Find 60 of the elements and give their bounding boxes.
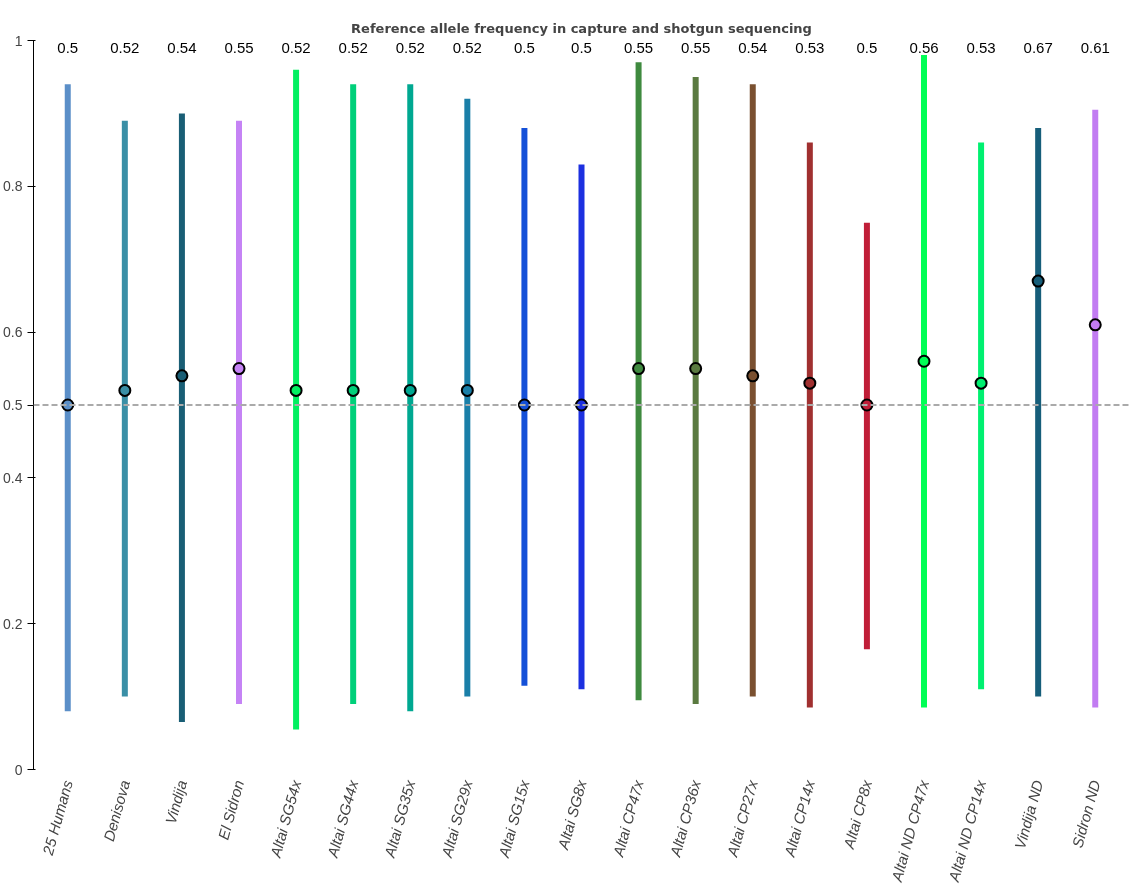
point — [346, 383, 360, 397]
x-tick-label: Altai CP47x — [609, 777, 647, 860]
point — [232, 362, 246, 376]
annotation: 0.54 — [167, 38, 197, 56]
y-tick-label: 1 — [14, 32, 23, 49]
point — [1088, 318, 1102, 332]
point — [746, 369, 760, 383]
y-tick-label: 0.2 — [3, 615, 23, 632]
x-tick-label: Altai CP27x — [723, 777, 762, 860]
x-tick-label: Altai SG44x — [323, 777, 362, 861]
x-tick-label: Altai SG54x — [266, 777, 305, 861]
x-tick-label: Vindija — [161, 778, 191, 826]
x-tick-label: 25 Humans — [38, 777, 77, 858]
point — [689, 362, 703, 376]
annotation: 0.55 — [224, 38, 254, 56]
x-tick-label: Altai SG8x — [554, 777, 590, 853]
point — [118, 383, 132, 397]
point — [175, 369, 189, 383]
point — [974, 376, 988, 390]
annotation: 0.56 — [909, 38, 939, 56]
point — [917, 354, 931, 368]
x-tick-label: Sidron ND — [1068, 778, 1104, 850]
annotation: 0.55 — [623, 38, 654, 56]
y-tick-label: 0.6 — [3, 324, 23, 341]
annotation: 0.5 — [571, 38, 592, 56]
annotation: 0.61 — [1080, 38, 1110, 56]
y-tick-label: 0.8 — [3, 178, 23, 195]
annotation: 0.52 — [452, 38, 482, 56]
point — [632, 362, 646, 376]
x-tick-label: Altai CP14x — [780, 777, 819, 860]
annotation: 0.54 — [738, 38, 768, 56]
point — [289, 383, 303, 397]
point — [1031, 274, 1045, 288]
x-tick-label: Altai SG29x — [437, 777, 476, 861]
annotation: 0.52 — [338, 38, 368, 56]
annotation: 0.52 — [281, 38, 311, 56]
y-tick-label: 0.4 — [3, 469, 23, 486]
annotation: 0.55 — [681, 38, 711, 56]
x-tick-label: Altai CP36x — [666, 777, 704, 860]
annotation: 0.53 — [966, 38, 996, 56]
point — [460, 383, 474, 397]
annotation: 0.5 — [57, 38, 79, 56]
x-tick-label: Altai SG35x — [380, 777, 419, 861]
point — [803, 376, 817, 390]
x-tick-label: Altai SG15x — [494, 777, 533, 861]
annotation: 0.53 — [795, 38, 825, 56]
point — [403, 383, 417, 397]
x-tick-label: Vindija ND — [1011, 778, 1047, 851]
x-tick-label: Altai ND CP47x — [887, 777, 933, 885]
x-tick-label: Altai ND CP14x — [944, 777, 990, 885]
y-tick-label: 0 — [14, 761, 23, 778]
annotation: 0.52 — [110, 38, 140, 56]
annotation: 0.5 — [513, 38, 535, 56]
annotation: 0.5 — [856, 38, 878, 56]
x-tick-label: Altai CP8x — [839, 777, 876, 852]
x-tick-label: El Sidron — [214, 778, 248, 842]
annotation: 0.52 — [395, 38, 425, 56]
annotation: 0.67 — [1023, 38, 1053, 56]
chart-title: Reference allele frequency in capture and shotgun sequencing — [351, 20, 812, 36]
y-tick-label: 0.5 — [3, 397, 23, 413]
